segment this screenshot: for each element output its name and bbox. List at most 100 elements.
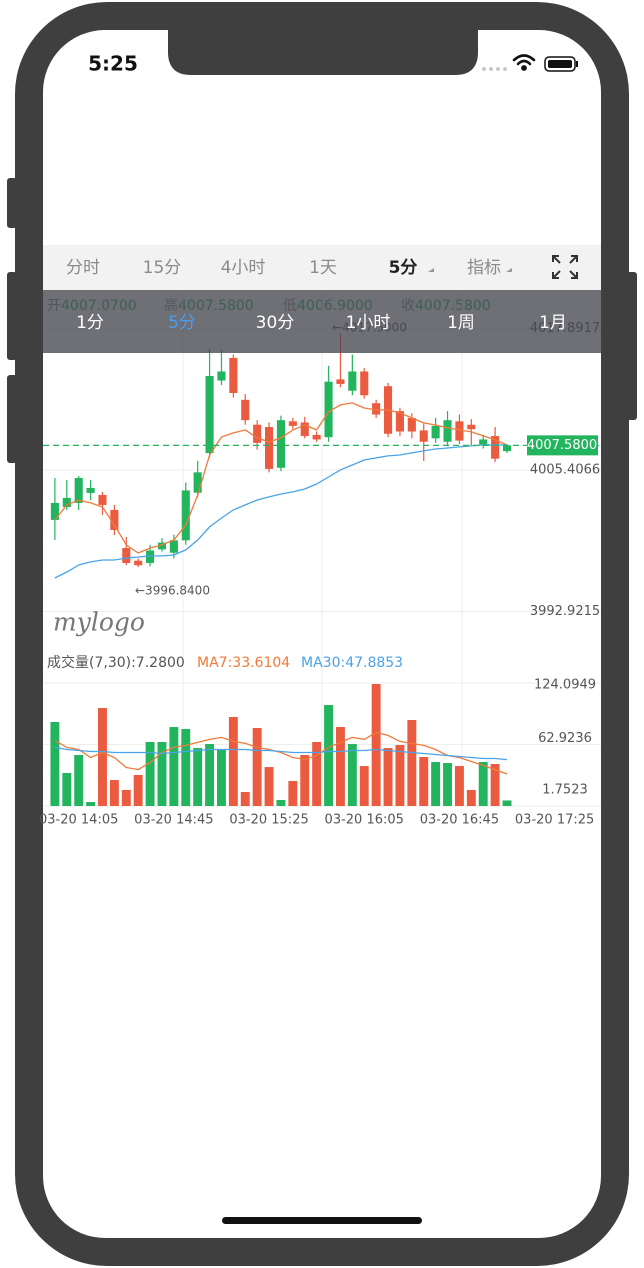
tab-bar	[43, 245, 601, 290]
y-tick-label: 124.0949	[534, 678, 596, 693]
period-option[interactable]: 1周	[447, 313, 475, 333]
volume-bar	[359, 766, 369, 806]
y-tick-label: 4005.4066	[530, 462, 600, 477]
period-option[interactable]: 1小时	[346, 313, 391, 333]
volume-bar	[478, 762, 488, 806]
volume-bar	[371, 684, 381, 806]
period-menu	[43, 290, 601, 353]
x-tick-label: 03-20 14:05	[39, 813, 118, 828]
volume-bar	[443, 763, 452, 806]
min-label: ←3996.8400	[135, 584, 210, 598]
volume-bar	[300, 754, 310, 806]
volume-bar	[252, 728, 262, 806]
candle-body	[62, 497, 71, 507]
period-option[interactable]: 1月	[539, 313, 567, 333]
tab[interactable]: 分时	[66, 258, 100, 278]
candle-body	[348, 371, 357, 391]
volume-bar	[431, 762, 441, 806]
volume-bar	[74, 754, 84, 806]
candle-body	[157, 542, 167, 550]
battery	[544, 56, 578, 72]
volume-bar	[312, 742, 322, 806]
candle-body	[98, 494, 107, 505]
wifi	[512, 54, 536, 71]
tab[interactable]: 4小时	[221, 258, 266, 278]
candle-body	[395, 411, 404, 432]
candle-body	[419, 430, 428, 442]
candle-body	[74, 477, 83, 503]
y-tick-label: 3992.9215	[530, 604, 600, 619]
candle-body	[443, 420, 452, 442]
legend-item: MA7:33.6104	[197, 655, 290, 671]
period-option[interactable]: 5分	[168, 313, 196, 333]
volume-bar	[264, 767, 274, 806]
ma-line	[54, 402, 508, 554]
volume-bar	[181, 729, 191, 806]
volume-bar	[133, 774, 143, 806]
volume-bar	[454, 766, 464, 806]
candle-body	[86, 487, 95, 493]
fullscreen-icon[interactable]	[552, 255, 578, 279]
volume-bar	[98, 708, 107, 806]
tab[interactable]: 指标	[467, 258, 501, 278]
volume-bar	[395, 745, 405, 806]
side-button	[627, 272, 637, 420]
volume-bar	[335, 727, 345, 806]
volume-bar	[240, 791, 250, 806]
candle-body	[241, 399, 250, 421]
y-tick-label: 62.9236	[538, 731, 592, 746]
period-option[interactable]: 1分	[76, 313, 104, 333]
candle-body	[288, 421, 297, 426]
candle-body	[265, 426, 274, 469]
candle-body	[502, 445, 512, 452]
legend-item: 成交量(7,30):7.2800	[47, 654, 185, 671]
chart-grid-v	[182, 290, 463, 806]
candle-body	[300, 422, 309, 437]
volume-bar	[86, 802, 96, 806]
volume-bar	[288, 781, 298, 806]
candle-body	[253, 424, 262, 443]
volume-bar	[324, 705, 334, 806]
dropdown-arrow	[428, 268, 434, 272]
volume-chart: 成交量(7,30):7.2800 MA7:33.6104 MA30:47.8853 1…	[39, 654, 601, 828]
tab-active[interactable]: 5分	[389, 258, 418, 278]
candle-body	[372, 403, 381, 415]
volume-bar	[121, 789, 131, 806]
tab[interactable]: 1天	[309, 258, 337, 278]
watermark: mylogo	[53, 608, 145, 637]
signal	[482, 67, 507, 71]
volume-bar	[347, 744, 357, 806]
volume-bar	[169, 727, 179, 806]
notch	[168, 30, 478, 75]
home-indicator	[222, 1217, 422, 1224]
volume-bar	[205, 744, 215, 806]
side-button	[7, 375, 17, 463]
tab[interactable]: 15分	[143, 258, 182, 278]
volume-bar	[62, 772, 72, 806]
volume-bar	[217, 749, 226, 806]
candle-body	[431, 425, 440, 439]
x-tick-label: 03-20 16:05	[325, 813, 404, 828]
candle-body	[229, 357, 238, 393]
ma-line	[54, 444, 507, 579]
period-option[interactable]: 30分	[256, 313, 295, 333]
candle-body	[467, 424, 476, 430]
volume-bar	[193, 748, 203, 806]
candle-body	[169, 540, 178, 553]
volume-bar	[407, 719, 417, 806]
candle-body	[205, 376, 214, 454]
x-tick-label: 03-20 17:25	[515, 813, 594, 828]
last-price-label: 4007.5800	[527, 438, 597, 453]
candle-body	[479, 439, 488, 446]
volume-bar	[466, 789, 476, 806]
volume-bar	[109, 780, 119, 806]
x-tick-label: 03-20 14:45	[134, 813, 213, 828]
candle-body	[193, 472, 202, 493]
side-button	[7, 178, 17, 228]
volume-bar	[383, 748, 393, 806]
x-tick-label: 03-20 16:45	[420, 813, 499, 828]
candle-body	[122, 548, 131, 563]
candle-body	[324, 381, 333, 438]
